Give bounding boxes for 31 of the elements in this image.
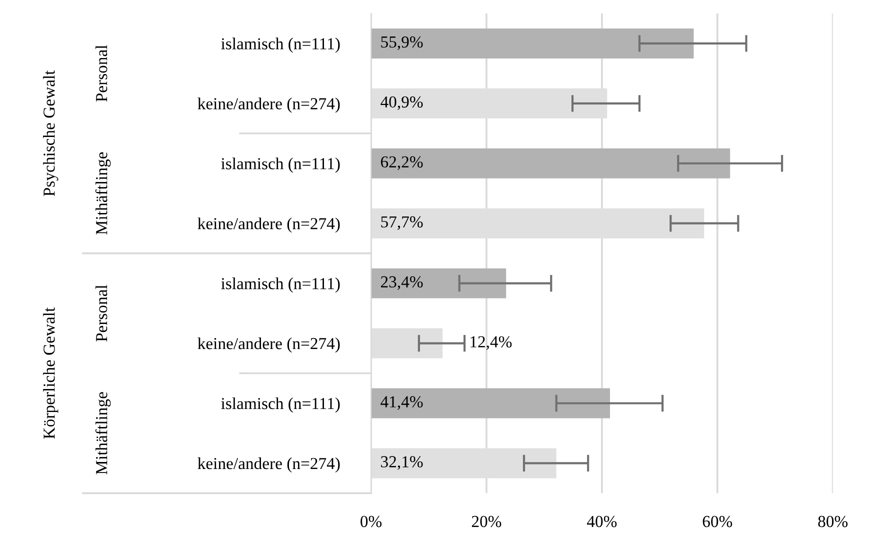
y-tick-label: keine/andere (n=274) [198,98,340,113]
x-tick-label: 20% [472,516,502,528]
data-label: 32,1% [381,456,423,470]
text: Personal [95,45,108,102]
data-label: 40,9% [380,96,423,110]
x-tick-label: 40% [586,516,617,528]
data-label: 55,9% [381,36,423,50]
data-label: 12,4% [470,336,512,350]
y-tick-label: islamisch (n=111) [221,397,340,413]
y-tick-label: islamisch (n=111) [221,158,340,173]
text: Psychische Gewalt [43,70,58,196]
bar [371,268,506,298]
text: Mithäftlinge [95,392,111,474]
data-label: 41,4% [380,396,423,410]
data-label: 23,4% [380,276,423,290]
y-tick-label: keine/andere (n=274) [198,457,340,473]
x-tick-label: 0% [360,516,382,528]
y-tick-label: keine/andere (n=274) [198,337,340,353]
y-tick-label: islamisch (n=111) [221,278,340,293]
text: Personal [95,284,108,342]
text: Körperliche Gewalt [43,307,58,439]
y-tick-label: islamisch (n=111) [221,38,340,53]
data-label: 62,2% [380,156,423,170]
bar [371,388,610,418]
x-tick-label: 80% [818,516,848,528]
bar [371,148,730,178]
bar [371,28,694,58]
text: Mithäftlinge [95,152,111,235]
x-tick-label: 60% [702,516,732,528]
data-label: 57,7% [381,216,423,230]
y-tick-label: keine/andere (n=274) [198,218,340,233]
